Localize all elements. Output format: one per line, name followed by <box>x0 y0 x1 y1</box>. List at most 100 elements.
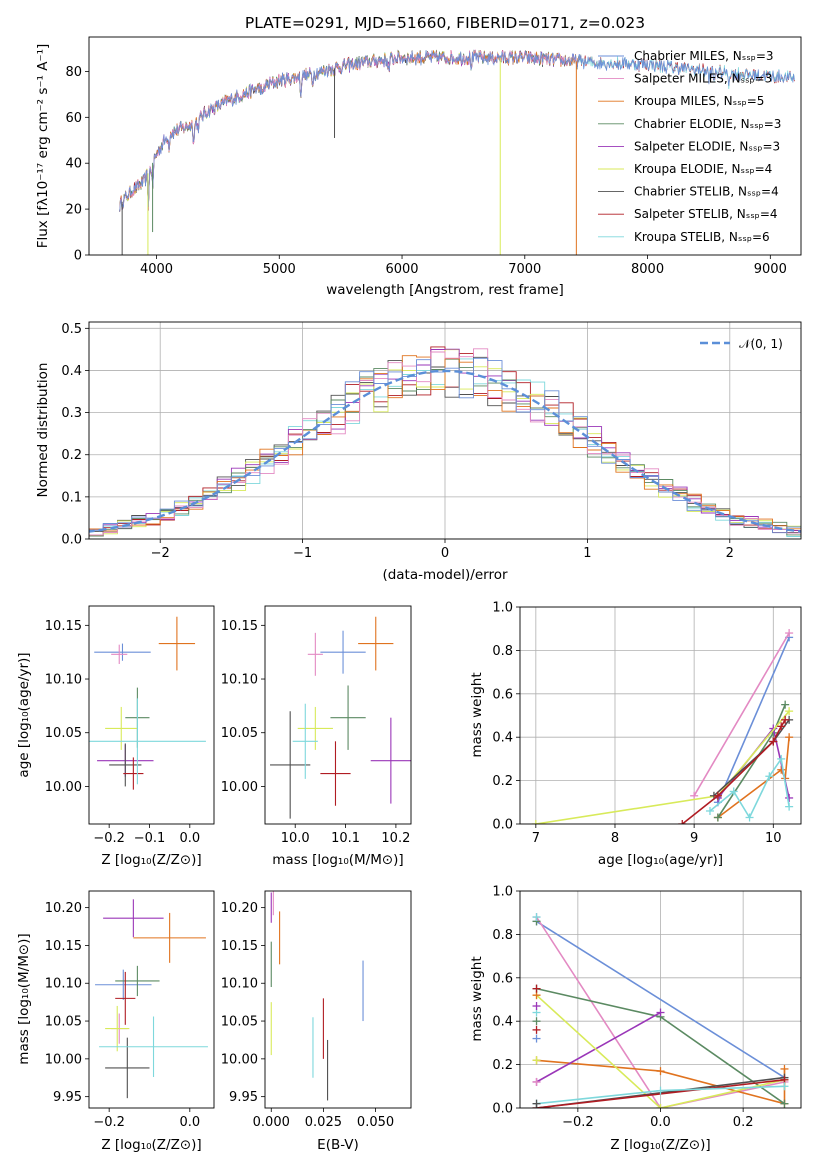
axes-frame <box>88 321 802 540</box>
y-tick-label: 9.95 <box>53 1090 82 1105</box>
errorbar-point-2 <box>133 912 206 963</box>
x-tick-label: 7000 <box>508 262 541 277</box>
errorbar-point-6 <box>270 711 311 819</box>
x-tick-label: 10 <box>765 831 782 846</box>
y-tick-label: 0.2 <box>492 1058 513 1073</box>
weight-marker <box>532 1099 541 1108</box>
histogram-3 <box>89 358 801 537</box>
series-tail-0 <box>577 54 795 86</box>
x-tick-label: 10.0 <box>281 831 310 846</box>
weight-line-1 <box>693 632 790 797</box>
y-tick-label: 0.1 <box>61 490 82 505</box>
errorbar-point-2 <box>158 616 196 671</box>
legend-entry: Kroupa STELIB, Nₛₛₚ=6 <box>634 230 770 244</box>
y-tick-label: 0.8 <box>492 644 513 659</box>
weight-marker <box>785 707 794 716</box>
y-tick-label: 10.05 <box>221 1015 258 1030</box>
x-tick-label: 0.0 <box>179 831 200 846</box>
x-tick-label: 5000 <box>263 262 296 277</box>
y-tick-label: 10.00 <box>221 1052 258 1067</box>
y-tick-label: 1.0 <box>492 601 513 616</box>
x-tick-label: 8000 <box>631 262 664 277</box>
y-tick-label: 10.20 <box>45 901 82 916</box>
x-tick-label: 0.000 <box>253 1115 290 1130</box>
y-axis-label: age [log₁₀(age/yr)] <box>16 652 32 777</box>
series-line-1 <box>119 49 582 212</box>
weight-marker <box>713 813 722 822</box>
plot-area <box>270 616 411 819</box>
y-tick-label: 9.95 <box>229 1090 258 1105</box>
weight-marker <box>745 813 754 822</box>
plot-area <box>270 891 364 1101</box>
series-line-5 <box>119 50 582 212</box>
axes-age_vs_mass: 10.0 10.1 10.2 10.00 10.05 10.10 10.15 <box>221 605 412 846</box>
errorbar-point-1 <box>111 644 128 664</box>
x-tick-label: 10.2 <box>381 831 410 846</box>
weight-marker <box>781 700 790 709</box>
legend-entry: Salpeter ELODIE, Nₛₛₚ=3 <box>634 139 780 153</box>
y-axis-label: mass weight <box>469 956 485 1041</box>
axes-spectrum: 4000 5000 6000 7000 8000 9000 0 20 40 60 80 Chabrie… <box>65 36 802 277</box>
errorbar-point-3 <box>115 965 160 997</box>
errorbar-point-8 <box>99 1016 208 1077</box>
y-tick-label: 10.10 <box>45 977 82 992</box>
legend-entry: 𝒩(0, 1) <box>739 337 783 351</box>
y-axis-label: Flux [fλ10⁻¹⁷ erg cm⁻² s⁻¹ A⁻¹] <box>35 44 51 249</box>
x-axis-label: age [log₁₀(age/yr)] <box>598 852 723 868</box>
axes-frame <box>519 890 802 1109</box>
errorbar-point-8 <box>292 703 318 779</box>
legend-entry: Chabrier ELODIE, Nₛₛₚ=3 <box>634 117 781 131</box>
errorbar-point-7 <box>115 971 136 1025</box>
axes-frame <box>88 890 215 1109</box>
x-tick-label: 0.0 <box>179 1115 200 1130</box>
errorbar-point-4 <box>370 717 411 804</box>
errorbar-point-6 <box>105 1037 150 1099</box>
y-tick-label: 40 <box>65 157 82 172</box>
errorbar-point-4 <box>103 899 164 938</box>
axes-weight_vs_age: 7 8 9 10 0.0 0.2 0.4 0.6 0.8 1.0 <box>492 601 802 846</box>
series-line-4 <box>119 49 582 212</box>
y-tick-label: 10.15 <box>45 619 82 634</box>
weight-marker <box>785 793 794 802</box>
errorbar-point-0 <box>95 969 152 1000</box>
weight-marker <box>769 737 778 746</box>
weight-marker <box>781 715 790 724</box>
weight-marker <box>532 1002 541 1011</box>
legend: Chabrier MILES, Nₛₛₚ=3 Salpeter MILES, Nₛ… <box>598 49 781 244</box>
legend-entry: Chabrier MILES, Nₛₛₚ=3 <box>634 49 774 63</box>
x-tick-label: 0.025 <box>305 1115 342 1130</box>
weight-marker <box>678 820 687 824</box>
series-line-7 <box>119 49 582 212</box>
weight-marker <box>532 1077 541 1086</box>
y-tick-label: 10.10 <box>221 673 258 688</box>
x-tick-label: 0.050 <box>357 1115 394 1130</box>
errorbar-point-5 <box>297 706 333 750</box>
x-tick-label: 0.0 <box>650 1115 671 1130</box>
y-tick-label: 1.0 <box>492 885 513 900</box>
weight-marker <box>777 765 786 774</box>
y-tick-label: 0.6 <box>492 687 513 702</box>
y-tick-label: 0.3 <box>61 406 82 421</box>
x-tick-label: 2 <box>726 546 734 561</box>
y-axis-label: mass weight <box>469 672 485 757</box>
plot-area <box>95 899 208 1099</box>
axes-weight_vs_Z: −0.2 0.0 0.2 0.0 0.2 0.4 0.6 0.8 1.0 <box>492 885 802 1130</box>
weight-marker <box>785 733 794 742</box>
weight-marker <box>729 787 738 796</box>
weight-marker <box>531 820 540 824</box>
series-line-2 <box>119 50 582 212</box>
x-tick-label: −0.2 <box>93 1115 125 1130</box>
weight-line-1 <box>535 916 785 1108</box>
weight-marker <box>656 1104 665 1108</box>
x-tick-label: 10.1 <box>331 831 360 846</box>
series-line-8 <box>119 50 582 212</box>
gaussian-curve <box>89 369 801 533</box>
weight-marker <box>713 791 722 800</box>
histogram-2 <box>89 355 801 538</box>
errorbar-point-1 <box>307 632 323 676</box>
chart-title: PLATE=0291, MJD=51660, FIBERID=0171, z=0… <box>245 14 645 32</box>
x-axis-label: Z [log₁₀(Z/Z⊙)] <box>101 1137 201 1153</box>
y-tick-label: 0 <box>74 249 82 264</box>
y-tick-label: 10.15 <box>45 939 82 954</box>
